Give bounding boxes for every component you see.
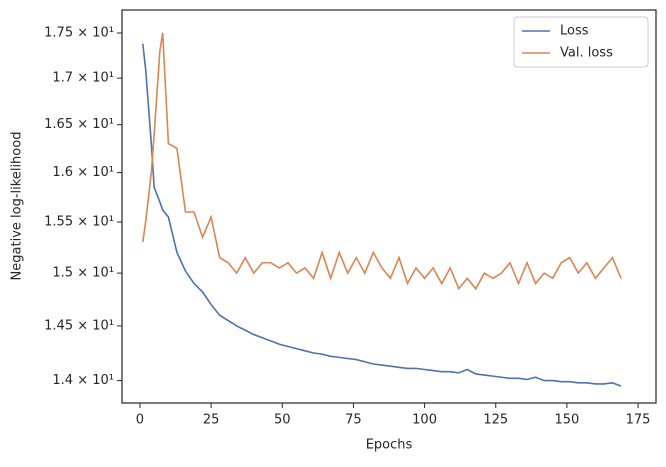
line [141,43,622,387]
line [141,32,622,291]
x-tick-label: 0 [136,413,144,428]
x-tick-label: 75 [345,413,362,428]
y-tick-label: 1.5 × 10¹ [52,266,114,281]
y-tick-label: 1.45 × 10¹ [44,318,114,333]
plot-frame [121,9,657,404]
x-tick-label: 50 [274,413,291,428]
legend-box [513,16,649,68]
legend-label: Loss [560,24,589,39]
x-tick-label: 25 [203,413,220,428]
y-tick-label: 1.65 × 10¹ [44,117,114,132]
y-tick-label: 1.7 × 10¹ [52,71,114,86]
y-tick-label: 1.6 × 10¹ [52,165,114,180]
legend-label: Val. loss [560,46,613,61]
x-tick-label: 150 [554,413,579,428]
y-tick-label: 1.4 × 10¹ [52,373,114,388]
x-tick-label: 175 [626,413,651,428]
y-tick-label: 1.55 × 10¹ [44,215,114,230]
x-tick-label: 125 [483,413,508,428]
y-tick-label: 1.75 × 10¹ [44,25,114,40]
x-tick-label: 100 [412,413,437,428]
x-axis-label: Epochs [366,438,413,453]
y-axis-label: Negative log-likelihood [10,132,25,281]
